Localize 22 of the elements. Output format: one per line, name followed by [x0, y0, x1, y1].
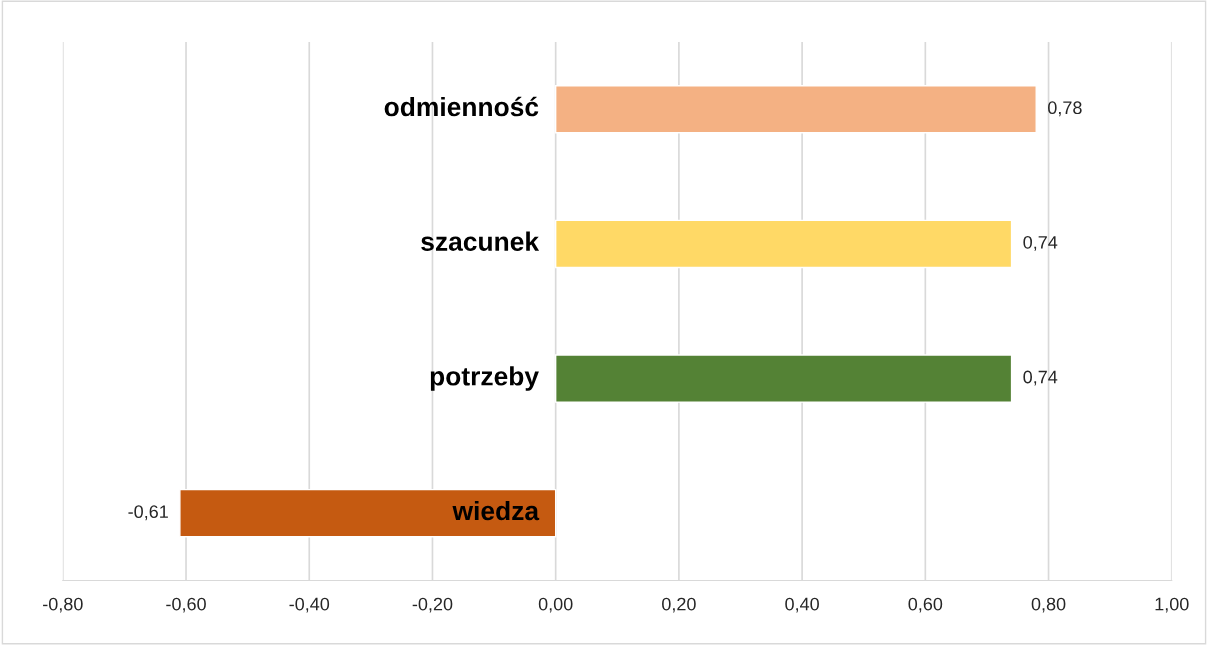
data-label: 0,78: [1048, 101, 1082, 117]
bar: [179, 488, 557, 538]
y-tick-label: wiedza: [452, 500, 540, 521]
x-tick-label: -0,60: [166, 597, 206, 613]
bar: [554, 354, 1013, 403]
x-tick-label: 0,00: [538, 597, 573, 613]
y-tick-label: odmienność: [384, 96, 539, 117]
y-tick-label: szacunek: [421, 231, 540, 251]
x-tick-label: 1,00: [1155, 597, 1189, 613]
x-tick-label: -0,80: [43, 597, 83, 613]
data-label: -0,61: [128, 505, 168, 521]
bar: [554, 84, 1037, 134]
data-label: 0,74: [1023, 370, 1058, 386]
bar: [554, 219, 1013, 269]
x-tick-label: 0,60: [908, 597, 943, 613]
data-label: 0,74: [1023, 235, 1058, 251]
y-tick-label: potrzeby: [430, 366, 539, 391]
x-tick-label: 0,40: [785, 597, 819, 613]
x-tick-label: -0,40: [289, 597, 330, 613]
x-tick-label: -0,20: [412, 597, 453, 613]
x-tick-label: 0,20: [662, 597, 696, 613]
x-tick-label: 0,80: [1031, 597, 1066, 613]
